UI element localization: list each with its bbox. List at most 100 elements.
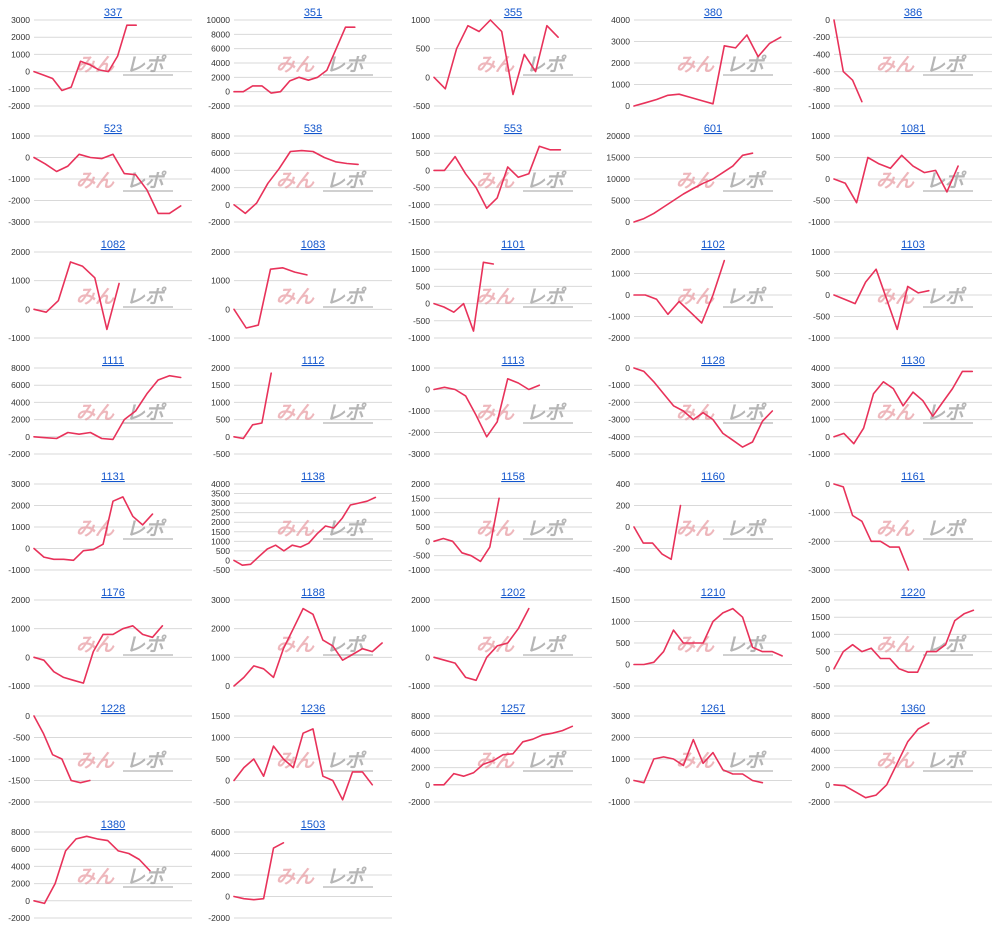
chart-title-link[interactable]: 1161 xyxy=(901,471,925,483)
y-tick-label: 2000 xyxy=(811,397,830,407)
chart-title-link[interactable]: 1130 xyxy=(901,355,925,367)
chart-title-link[interactable]: 1176 xyxy=(101,587,125,599)
line-chart: 1113 1000 0 -1000 -2000 -3000 みん レポ xyxy=(408,355,592,459)
y-tick-label: 2000 xyxy=(611,247,630,257)
chart-panel: 1161 0 -1000 -2000 -3000 みん レポ xyxy=(800,464,1000,580)
watermark-logo: レポ xyxy=(926,634,967,656)
chart-title-link[interactable]: 1128 xyxy=(701,355,725,367)
chart-panel: 1503 6000 4000 2000 0 -2000 みん レポ xyxy=(200,812,400,928)
watermark-logo: みん xyxy=(876,634,915,656)
chart-title-link[interactable]: 1202 xyxy=(501,587,525,599)
chart-panel: 1138 4000 3500 3000 2500 2000 1500 1000 500 0 -500… xyxy=(200,464,400,580)
y-tick-label: 2000 xyxy=(211,870,230,880)
y-tick-label: 4000 xyxy=(211,849,230,859)
chart-title-link[interactable]: 1083 xyxy=(301,239,325,251)
chart-title-link[interactable]: 1210 xyxy=(701,587,725,599)
y-tick-label: 1000 xyxy=(11,522,30,532)
watermark-logo: みん xyxy=(276,286,315,308)
y-tick-label: -2000 xyxy=(8,449,30,459)
chart-title-link[interactable]: 1131 xyxy=(101,471,125,483)
y-tick-label: 1000 xyxy=(11,276,30,286)
chart-title-link[interactable]: 1138 xyxy=(301,471,325,483)
y-tick-label: -1000 xyxy=(408,333,430,343)
y-tick-label: 8000 xyxy=(411,711,430,721)
y-tick-label: -500 xyxy=(213,449,230,459)
series-line xyxy=(833,19,863,103)
chart-title-link[interactable]: 337 xyxy=(104,7,122,19)
y-tick-label: 0 xyxy=(825,174,830,184)
y-tick-label: 2000 xyxy=(811,763,830,773)
chart-title-link[interactable]: 386 xyxy=(904,7,922,19)
y-tick-label: -500 xyxy=(413,551,430,561)
chart-title-link[interactable]: 1503 xyxy=(301,819,325,831)
chart-title-link[interactable]: 1113 xyxy=(502,355,525,367)
y-tick-label: 4000 xyxy=(411,745,430,755)
y-tick-label: 0 xyxy=(225,776,230,786)
line-chart: 1261 3000 2000 1000 0 -1000 みん レポ xyxy=(608,703,792,807)
chart-title-link[interactable]: 1188 xyxy=(301,587,325,599)
y-tick-label: 500 xyxy=(416,44,430,54)
y-tick-label: 8000 xyxy=(211,29,230,39)
line-chart: 1257 8000 6000 4000 2000 0 -2000 みん レポ xyxy=(408,703,592,807)
chart-title-link[interactable]: 1081 xyxy=(901,123,925,135)
y-tick-label: 0 xyxy=(825,432,830,442)
y-tick-label: 500 xyxy=(216,546,230,556)
watermark-logo: みん xyxy=(876,518,915,540)
y-tick-label: 2000 xyxy=(211,247,230,257)
y-tick-label: 0 xyxy=(625,217,630,227)
y-tick-label: 2000 xyxy=(411,479,430,489)
chart-title-link[interactable]: 355 xyxy=(504,7,522,19)
watermark-logo: レポ xyxy=(126,402,167,424)
watermark-logo: レポ xyxy=(926,170,967,192)
y-tick-label: 500 xyxy=(816,269,830,279)
y-tick-label: 1500 xyxy=(211,711,230,721)
chart-title-link[interactable]: 1236 xyxy=(301,703,325,715)
y-tick-label: -3000 xyxy=(608,415,630,425)
chart-title-link[interactable]: 1112 xyxy=(302,355,325,367)
chart-title-link[interactable]: 1160 xyxy=(701,471,725,483)
chart-title-link[interactable]: 1102 xyxy=(701,239,725,251)
chart-title-link[interactable]: 1261 xyxy=(701,703,725,715)
watermark-logo: レポ xyxy=(126,286,167,308)
chart-title-link[interactable]: 1103 xyxy=(901,239,925,251)
watermark-logo: みん xyxy=(276,634,315,656)
line-chart: 1138 40003500300025002000150010005000-500… xyxy=(211,471,392,575)
line-chart: 1176 2000 1000 0 -1000 みん レポ xyxy=(8,587,192,691)
line-chart: 351 10000 8000 6000 4000 2000 0 -2000 みん レポ xyxy=(206,7,392,111)
y-tick-label: 500 xyxy=(216,415,230,425)
watermark-logo: レポ xyxy=(526,634,567,656)
y-tick-label: 0 xyxy=(425,652,430,662)
chart-title-link[interactable]: 1158 xyxy=(501,471,525,483)
watermark-logo: みん xyxy=(76,866,115,888)
watermark-logo: レポ xyxy=(926,402,967,424)
chart-title-link[interactable]: 1111 xyxy=(102,355,124,367)
chart-panel: 1176 2000 1000 0 -1000 みん レポ xyxy=(0,580,200,696)
chart-title-link[interactable]: 538 xyxy=(304,123,322,135)
y-tick-label: -3000 xyxy=(8,217,30,227)
chart-panel: 1111 8000 6000 4000 2000 0 -2000 みん レポ xyxy=(0,348,200,464)
watermark-logo: みん xyxy=(476,54,515,76)
chart-title-link[interactable]: 1360 xyxy=(901,703,925,715)
chart-title-link[interactable]: 351 xyxy=(304,7,322,19)
chart-panel: 1261 3000 2000 1000 0 -1000 みん レポ xyxy=(600,696,800,812)
chart-title-link[interactable]: 1101 xyxy=(501,239,525,251)
series-line xyxy=(833,483,910,571)
y-tick-label: 1000 xyxy=(411,624,430,634)
chart-title-link[interactable]: 1257 xyxy=(501,703,525,715)
chart-title-link[interactable]: 1228 xyxy=(101,703,125,715)
y-tick-label: -1000 xyxy=(808,449,830,459)
chart-title-link[interactable]: 601 xyxy=(704,123,722,135)
chart-title-link[interactable]: 523 xyxy=(104,123,122,135)
chart-title-link[interactable]: 1082 xyxy=(101,239,125,251)
watermark-logo: みん xyxy=(676,54,715,76)
y-tick-label: 1000 xyxy=(611,754,630,764)
y-tick-label: 1000 xyxy=(611,617,630,627)
series-line xyxy=(33,153,182,215)
chart-title-link[interactable]: 1380 xyxy=(101,819,125,831)
chart-title-link[interactable]: 380 xyxy=(704,7,722,19)
chart-title-link[interactable]: 1220 xyxy=(901,587,925,599)
chart-title-link[interactable]: 553 xyxy=(504,123,522,135)
y-tick-label: -2000 xyxy=(8,101,30,111)
y-tick-label: 1000 xyxy=(411,15,430,25)
series-line xyxy=(633,152,754,223)
